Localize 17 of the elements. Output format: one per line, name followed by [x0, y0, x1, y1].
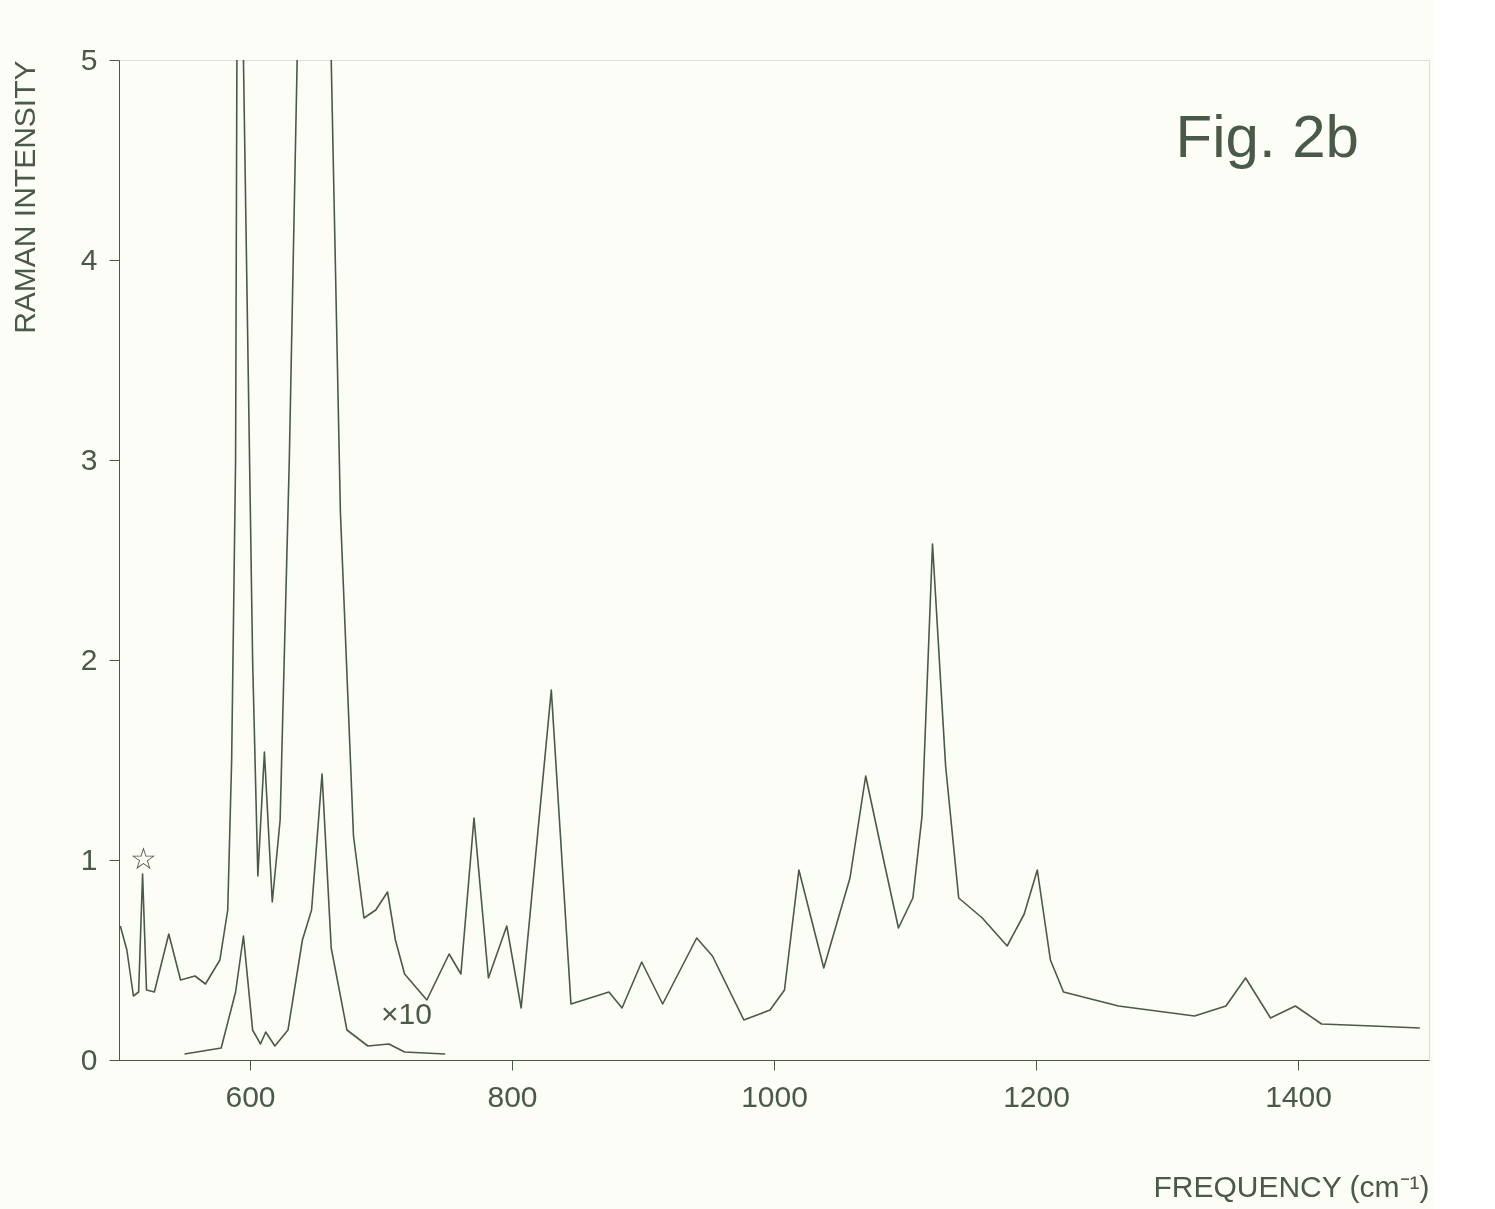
x-tick-label: 800 — [487, 1079, 538, 1113]
y-axis-title: RAMAN INTENSITY — [7, 60, 41, 334]
y-tick-label: 4 — [80, 242, 98, 276]
x-tick-label: 1400 — [1265, 1079, 1332, 1113]
y-tick-label: 1 — [80, 842, 98, 876]
x-axis-title: FREQUENCY (cm⁻¹) — [1153, 1169, 1430, 1203]
x-tick-label: 600 — [225, 1079, 276, 1113]
annotation: ×10 — [381, 997, 432, 1030]
line-series — [183, 773, 446, 1055]
annotation: Fig. 2b — [1175, 103, 1359, 170]
annotation: ☆ — [129, 842, 157, 875]
y-tick-label: 0 — [80, 1042, 98, 1076]
y-tick-label: 5 — [80, 42, 98, 76]
x-tick-label: 1000 — [741, 1079, 808, 1113]
x-tick-label: 1200 — [1003, 1079, 1070, 1113]
y-tick-label: 3 — [80, 442, 98, 476]
y-tick-label: 2 — [80, 642, 98, 676]
